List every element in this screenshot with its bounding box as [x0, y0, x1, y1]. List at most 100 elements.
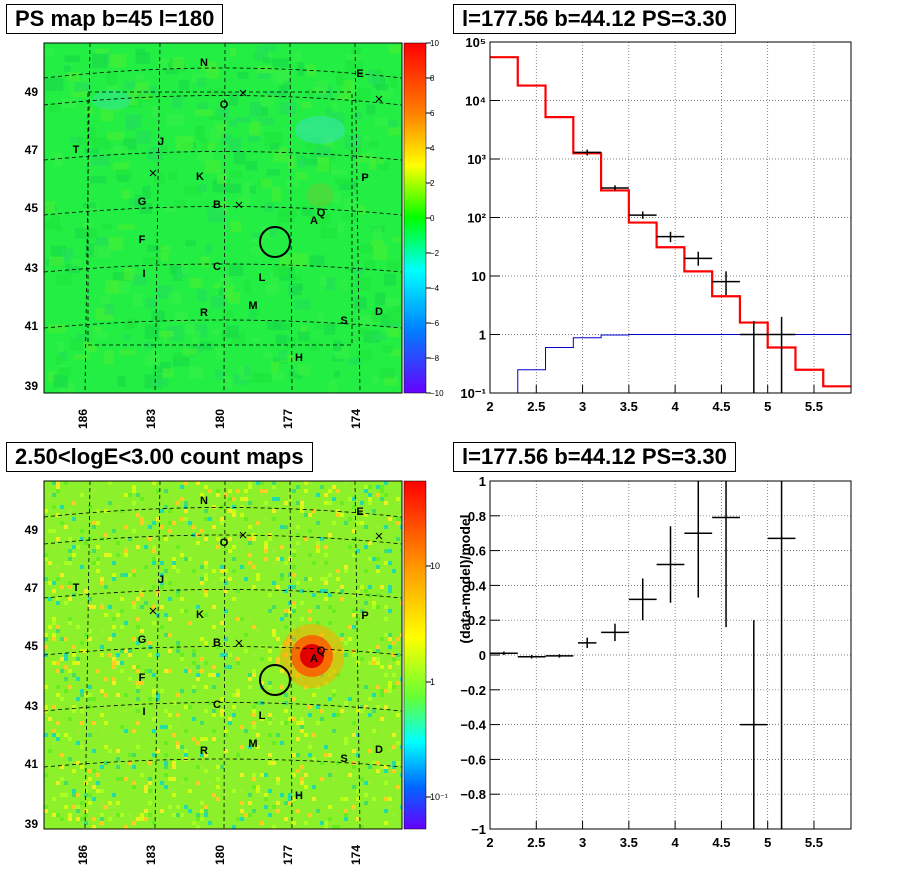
count-map-pixel: [208, 517, 212, 521]
ps-map-pixel: [343, 198, 358, 210]
ps-map-pixel: [335, 177, 351, 185]
count-map-pixel: [204, 805, 208, 809]
ps-map-pixel: [368, 140, 379, 148]
residual-x-tick: 4: [672, 835, 680, 850]
ps-colorbar-label: −6: [430, 319, 440, 328]
ps-map-pixel: [45, 48, 54, 57]
count-map-pixel: [188, 621, 192, 625]
count-map-pixel: [80, 765, 84, 769]
count-map-pixel: [268, 717, 272, 721]
ps-map-pixel: [127, 91, 138, 106]
count-map-pixel: [296, 533, 300, 537]
count-map-pixel: [316, 521, 320, 525]
count-map-pixel: [280, 557, 284, 561]
ps-lat-tick: 47: [25, 143, 39, 157]
count-map-pixel: [168, 713, 172, 717]
count-map-pixel: [112, 657, 116, 661]
count-map-pixel: [160, 625, 164, 629]
count-map-pixel: [284, 501, 288, 505]
count-map-pixel: [296, 525, 300, 529]
count-map-pixel: [192, 717, 196, 721]
count-map-pixel: [96, 669, 100, 673]
count-map-pixel: [396, 537, 400, 541]
count-map-pixel: [152, 537, 156, 541]
ps-source-label: E: [356, 68, 363, 80]
spectrum-y-tick: 10⁴: [465, 94, 486, 109]
count-map-pixel: [228, 489, 232, 493]
ps-map-pixel: [258, 117, 275, 126]
ps-map-pixel: [293, 51, 303, 62]
count-map-pixel: [268, 533, 272, 537]
count-map-pixel: [304, 773, 308, 777]
residual-y-tick: 0.6: [468, 544, 486, 559]
residual-y-tick: −0.4: [460, 718, 486, 733]
count-map-pixel: [56, 629, 60, 633]
count-map-pixel: [276, 781, 280, 785]
count-map-pixel: [80, 493, 84, 497]
count-map-pixel: [324, 745, 328, 749]
ps-map-pixel: [317, 157, 330, 172]
ps-map-pixel: [119, 349, 135, 356]
count-map-pixel: [188, 521, 192, 525]
count-map-pixel: [304, 785, 308, 789]
count-map-pixel: [140, 585, 144, 589]
spectrum-model-line: [490, 56, 851, 388]
count-map-pixel: [124, 621, 128, 625]
count-map-pixel: [352, 537, 356, 541]
ps-map-pixel: [385, 309, 401, 324]
count-map-pixel: [192, 737, 196, 741]
count-map-pixel: [224, 589, 228, 593]
ps-map-pixel: [134, 194, 142, 210]
cm-lat-tick: 47: [25, 581, 39, 595]
count-map-pixel: [152, 561, 156, 565]
count-map-pixel: [96, 637, 100, 641]
residual-y-tick: 0: [479, 648, 486, 663]
count-map-pixel: [116, 653, 120, 657]
ps-lat-tick: 49: [25, 85, 39, 99]
ps-map-pixel: [219, 276, 232, 284]
ps-map-pixel: [153, 362, 171, 374]
ps-source-label: A: [310, 215, 318, 227]
count-map-pixel: [80, 721, 84, 725]
ps-source-label: H: [295, 352, 303, 364]
count-map-pixel: [60, 585, 64, 589]
count-map-pixel: [268, 685, 272, 689]
count-map-pixel: [356, 617, 360, 621]
count-map-pixel: [136, 697, 140, 701]
count-map-pixel: [44, 645, 48, 649]
count-map-pixel: [116, 657, 120, 661]
count-map-pixel: [184, 749, 188, 753]
count-map-pixel: [256, 573, 260, 577]
ps-lon-tick: 174: [349, 409, 363, 429]
cm-lon-grid-line: [154, 481, 161, 829]
count-map-pixel: [144, 789, 148, 793]
cm-cross-marker: [149, 607, 157, 615]
ps-map-pixel: [337, 223, 344, 233]
count-map-pixel: [56, 737, 60, 741]
count-map-pixel: [112, 813, 116, 817]
count-map-pixel: [156, 705, 160, 709]
cm-source-label: O: [220, 537, 229, 549]
count-map-pixel: [332, 777, 336, 781]
count-map-pixel: [180, 813, 184, 817]
count-map-pixel: [52, 797, 56, 801]
count-map-pixel: [320, 709, 324, 713]
count-map-pixel: [380, 729, 384, 733]
count-map-pixel: [176, 721, 180, 725]
count-map-pixel: [52, 729, 56, 733]
count-map-pixel: [204, 589, 208, 593]
ps-map-pixel: [270, 226, 277, 237]
ps-map-pixel: [387, 127, 402, 136]
count-map-pixel: [64, 781, 68, 785]
count-map-pixel: [212, 581, 216, 585]
count-map-pixel: [312, 757, 316, 761]
cm-source-label: D: [375, 744, 383, 756]
cm-lon-grid-line: [84, 481, 91, 829]
count-map-pixel: [308, 529, 312, 533]
residual-data-point: [577, 637, 597, 649]
count-map-pixel: [324, 493, 328, 497]
ps-map-pixel: [390, 74, 398, 89]
count-map-pixel: [376, 493, 380, 497]
count-map-pixel: [344, 813, 348, 817]
ps-map-pixel: [175, 311, 188, 323]
